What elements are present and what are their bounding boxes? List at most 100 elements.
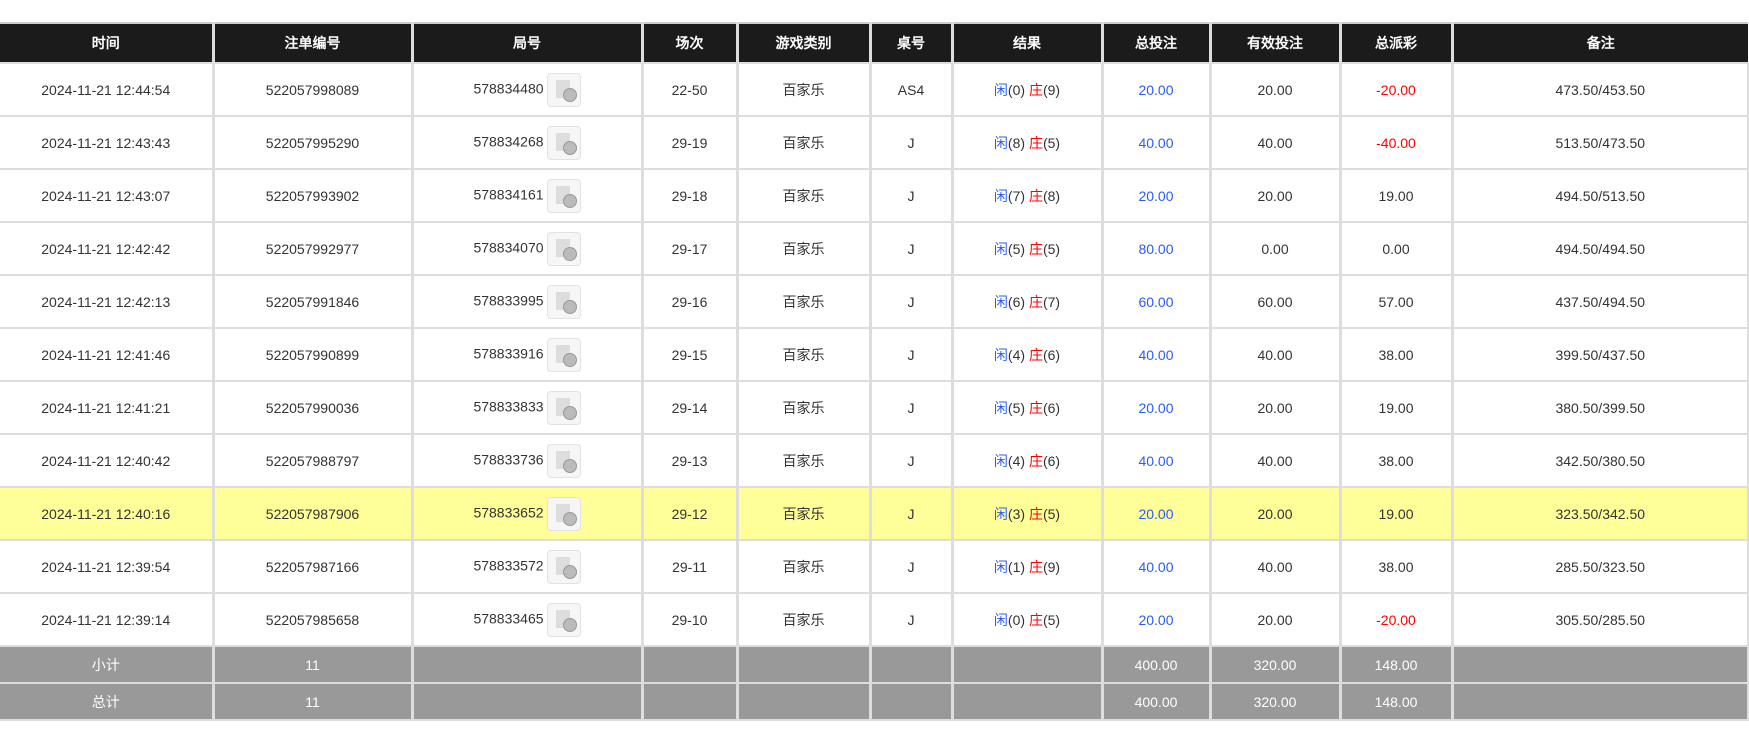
total-bet-cell: 80.00 [1100, 221, 1211, 276]
empty-cell [735, 645, 871, 684]
game-type-cell: 百家乐 [735, 115, 871, 170]
shoe-cell: 29-16 [640, 274, 738, 329]
total-bet-cell: 40.00 [1100, 539, 1211, 594]
player-score: (0) [1007, 611, 1026, 628]
empty-cell [1450, 682, 1749, 721]
shoe-cell: 29-13 [640, 433, 738, 488]
round-number: 578833833 [473, 398, 544, 415]
video-replay-icon[interactable] [546, 231, 581, 266]
round-number: 578833916 [473, 345, 544, 362]
footer-label: 总计 [0, 682, 214, 721]
banker-score: (5) [1042, 134, 1061, 151]
round-number: 578834268 [473, 133, 544, 150]
note-cell: 305.50/285.50 [1450, 592, 1749, 647]
result-cell: 闲(8) 庄(5) [950, 115, 1103, 170]
payout-cell: 38.00 [1338, 327, 1453, 382]
valid-bet-cell: 40.00 [1208, 327, 1341, 382]
bet-id-cell: 522057995290 [211, 115, 413, 170]
player-label: 闲 [993, 558, 1008, 575]
bet-id-cell: 522057992977 [211, 221, 413, 276]
footer-payout: 148.00 [1338, 645, 1453, 684]
banker-score: (9) [1042, 81, 1061, 98]
round-number: 578833572 [473, 557, 544, 574]
video-replay-icon[interactable] [546, 178, 581, 213]
game-type-cell: 百家乐 [735, 168, 871, 223]
bet-id-cell: 522057990036 [211, 380, 413, 435]
round-number: 578834070 [473, 239, 544, 256]
note-cell: 323.50/342.50 [1450, 486, 1749, 541]
empty-cell [640, 682, 738, 721]
table-cell: J [868, 433, 953, 488]
shoe-cell: 29-19 [640, 115, 738, 170]
note-cell: 473.50/453.50 [1450, 62, 1749, 117]
table-cell: J [868, 168, 953, 223]
table-row: 2024-11-21 12:41:21 522057990036 578833833… [0, 380, 1749, 435]
valid-bet-cell: 20.00 [1208, 62, 1341, 117]
player-score: (5) [1007, 399, 1026, 416]
player-score: (1) [1007, 558, 1026, 575]
video-replay-icon[interactable] [546, 496, 581, 531]
video-replay-icon[interactable] [546, 390, 581, 425]
shoe-cell: 29-17 [640, 221, 738, 276]
header-table-no: 桌号 [868, 22, 952, 63]
empty-cell [640, 645, 738, 684]
player-label: 闲 [993, 346, 1008, 363]
bet-id-cell: 522057993902 [211, 168, 413, 223]
time-cell: 2024-11-21 12:42:13 [0, 274, 214, 329]
payout-cell: 19.00 [1338, 380, 1453, 435]
empty-cell [410, 645, 643, 684]
table-row: 2024-11-21 12:43:07 522057993902 578834161… [0, 168, 1749, 223]
table-row: 2024-11-21 12:39:54 522057987166 578833572… [0, 539, 1749, 594]
player-label: 闲 [993, 399, 1008, 416]
result-cell: 闲(4) 庄(6) [950, 327, 1103, 382]
round-cell: 578833465 [410, 592, 643, 647]
result-cell: 闲(4) 庄(6) [950, 433, 1103, 488]
round-number: 578833652 [473, 504, 544, 521]
valid-bet-cell: 20.00 [1208, 380, 1341, 435]
video-replay-icon[interactable] [546, 125, 581, 160]
round-cell: 578833833 [410, 380, 643, 435]
round-number: 578833995 [473, 292, 544, 309]
video-replay-icon[interactable] [546, 72, 581, 107]
footer-payout: 148.00 [1338, 682, 1453, 721]
banker-score: (7) [1042, 293, 1061, 310]
banker-label: 庄 [1028, 240, 1043, 257]
time-cell: 2024-11-21 12:43:07 [0, 168, 214, 223]
banker-score: (9) [1042, 558, 1061, 575]
bet-id-cell: 522057990899 [211, 327, 413, 382]
player-score: (8) [1007, 134, 1026, 151]
total-bet-cell: 20.00 [1100, 486, 1211, 541]
footer-count: 11 [211, 645, 413, 684]
table-cell: J [868, 115, 953, 170]
game-type-cell: 百家乐 [735, 62, 871, 117]
result-cell: 闲(0) 庄(5) [950, 592, 1103, 647]
table-row: 2024-11-21 12:41:46 522057990899 578833916… [0, 327, 1749, 382]
footer-valid-bet: 320.00 [1208, 645, 1341, 684]
table-row: 2024-11-21 12:40:16 522057987906 578833652… [0, 486, 1749, 541]
header-note: 备注 [1450, 22, 1748, 63]
player-label: 闲 [993, 240, 1008, 257]
banker-score: (6) [1042, 399, 1061, 416]
game-type-cell: 百家乐 [735, 592, 871, 647]
note-cell: 494.50/494.50 [1450, 221, 1749, 276]
total-bet-cell: 20.00 [1100, 380, 1211, 435]
header-total-bet: 总投注 [1100, 22, 1210, 63]
table-row: 2024-11-21 12:42:42 522057992977 578834070… [0, 221, 1749, 276]
round-cell: 578834161 [410, 168, 643, 223]
footer-total-bet: 400.00 [1100, 682, 1211, 721]
bet-id-cell: 522057985658 [211, 592, 413, 647]
note-cell: 380.50/399.50 [1450, 380, 1749, 435]
round-number: 578834480 [473, 80, 544, 97]
video-replay-icon[interactable] [546, 337, 581, 372]
video-replay-icon[interactable] [546, 549, 581, 584]
video-replay-icon[interactable] [546, 443, 581, 478]
player-score: (3) [1007, 505, 1026, 522]
table-cell: J [868, 380, 953, 435]
payout-cell: 38.00 [1338, 433, 1453, 488]
banker-score: (6) [1042, 346, 1061, 363]
header-result: 结果 [950, 22, 1102, 63]
video-replay-icon[interactable] [546, 602, 581, 637]
table-cell: J [868, 221, 953, 276]
video-replay-icon[interactable] [546, 284, 581, 319]
bet-id-cell: 522057991846 [211, 274, 413, 329]
